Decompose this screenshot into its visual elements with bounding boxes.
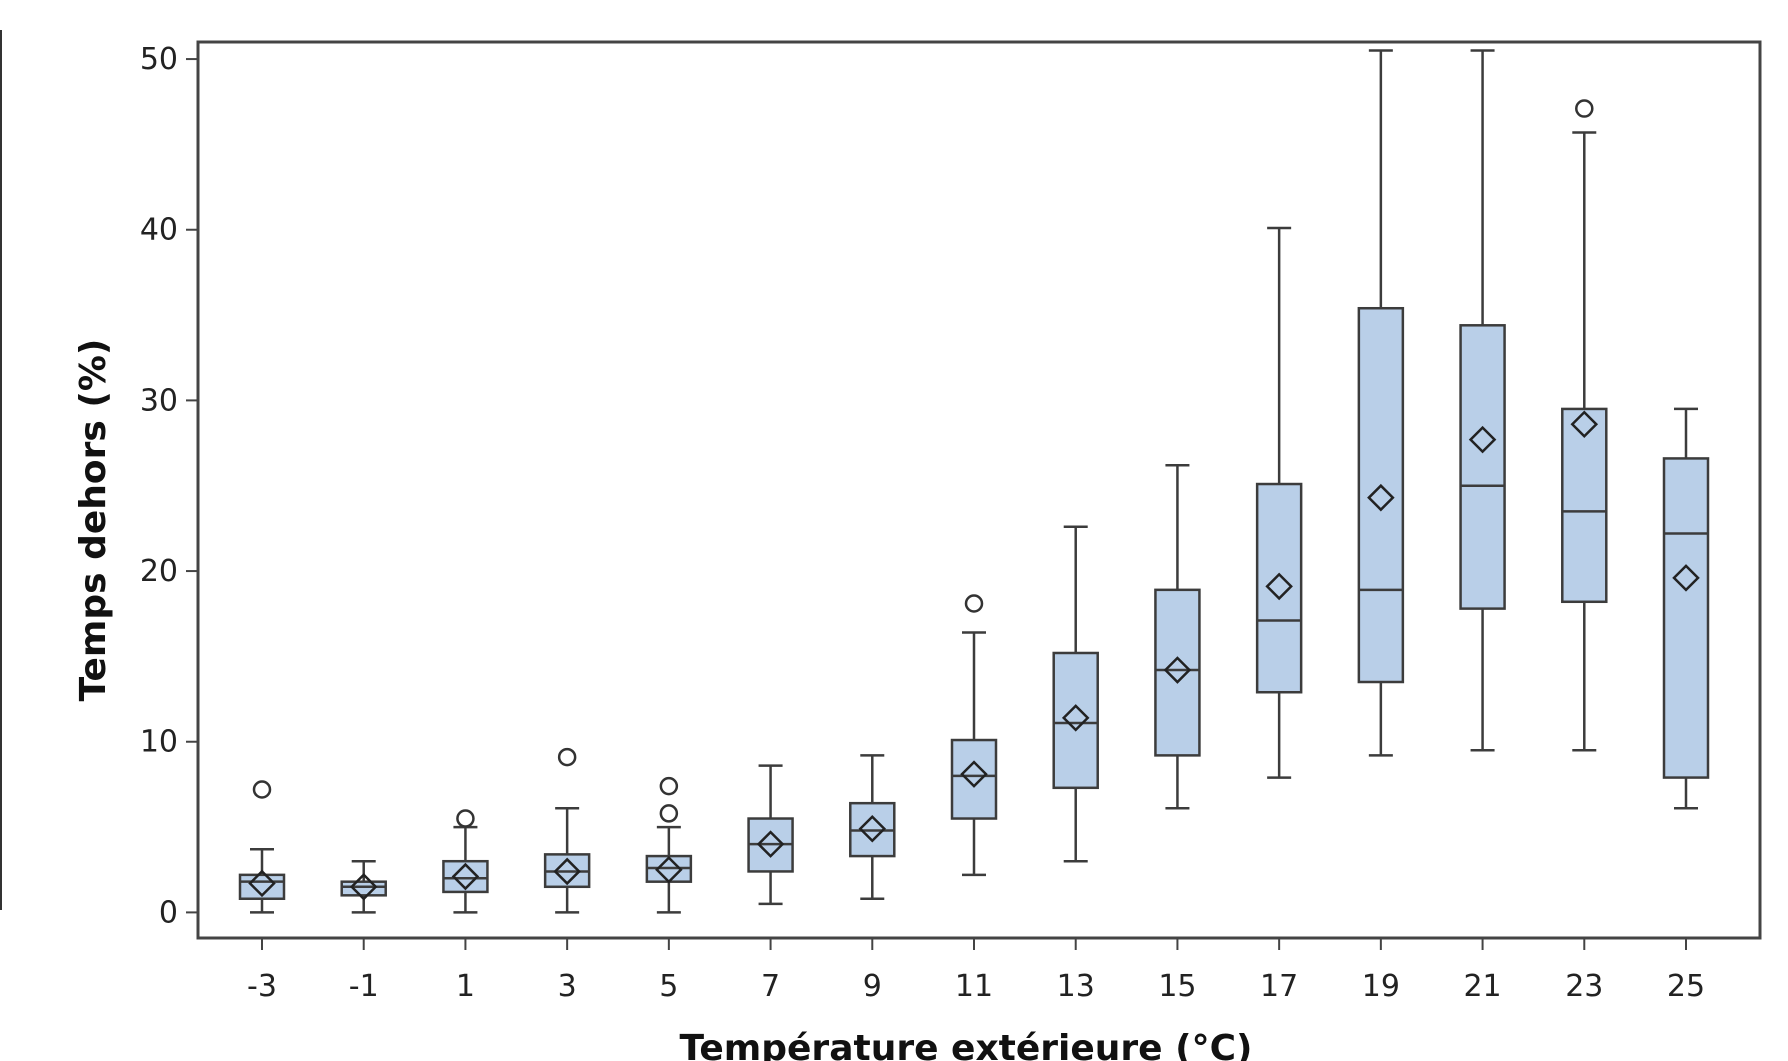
- mean-marker: [858, 815, 887, 843]
- box-7: [747, 764, 794, 906]
- x-axis: -3 -1 1 3 5 7 9 11 13 15 17 19 21 23 25: [247, 938, 1705, 1004]
- y-tick-label: 40: [140, 213, 178, 248]
- mean-marker: [1061, 704, 1090, 732]
- box-1: [442, 809, 489, 914]
- iqr-box: [1662, 457, 1710, 779]
- iqr-box: [1052, 651, 1099, 790]
- mean-marker: [1367, 483, 1395, 512]
- box-19: [1357, 49, 1405, 757]
- box-21: [1459, 49, 1506, 752]
- mean-marker: [1570, 410, 1599, 439]
- plot-frame: [196, 40, 1762, 940]
- y-tick-label: 10: [140, 725, 178, 760]
- outlier-point: [456, 809, 475, 828]
- x-tick-label: 7: [761, 969, 780, 1004]
- mean-marker: [1672, 564, 1700, 592]
- box--1: [340, 859, 387, 914]
- mean-marker: [248, 869, 276, 898]
- y-tick-label: 20: [140, 554, 178, 589]
- x-tick-label: 21: [1463, 969, 1501, 1004]
- box-9: [849, 754, 896, 900]
- x-tick-label: 3: [558, 969, 577, 1004]
- box-3: [543, 747, 591, 914]
- iqr-box: [1561, 407, 1608, 604]
- x-tick-label: 17: [1260, 969, 1298, 1004]
- x-tick-label: 1: [456, 969, 475, 1004]
- y-tick-label: 30: [140, 383, 178, 418]
- x-tick-label: -3: [247, 969, 277, 1004]
- mean-marker: [349, 873, 378, 901]
- box-5: [645, 776, 693, 914]
- outlier-point: [659, 804, 679, 823]
- iqr-box: [1459, 324, 1506, 610]
- outlier-point: [964, 594, 984, 613]
- mean-marker: [1468, 425, 1497, 454]
- y-axis: 0 10 20 30 40 50: [140, 42, 198, 930]
- x-tick-label: 5: [659, 969, 678, 1004]
- box-15: [1154, 464, 1201, 810]
- x-tick-label: 13: [1057, 969, 1095, 1004]
- iqr-box: [1357, 306, 1405, 684]
- mean-marker: [960, 760, 988, 788]
- iqr-box: [1154, 588, 1201, 757]
- iqr-box: [950, 738, 998, 820]
- mean-marker: [553, 857, 581, 886]
- iqr-box: [1255, 482, 1303, 694]
- x-tick-label: 11: [955, 969, 993, 1004]
- outlier-point: [659, 776, 679, 796]
- box-17: [1255, 226, 1303, 779]
- iqr-box: [340, 880, 387, 897]
- outlier-point: [252, 780, 272, 799]
- box-23: [1561, 99, 1608, 752]
- x-tick-label: 19: [1362, 969, 1400, 1004]
- outlier-point: [557, 747, 577, 767]
- box-25: [1662, 407, 1710, 810]
- x-tick-label: -1: [349, 969, 379, 1004]
- mean-marker: [756, 830, 785, 858]
- y-tick-label: 50: [140, 42, 178, 77]
- mean-marker: [1163, 656, 1192, 684]
- mean-marker: [451, 862, 480, 891]
- x-tick-label: 15: [1158, 969, 1196, 1004]
- y-axis-title: Temps dehors (%): [73, 339, 114, 702]
- box-11: [950, 594, 998, 877]
- left-panel-border: [0, 30, 2, 910]
- x-tick-label: 23: [1565, 969, 1603, 1004]
- box--3: [238, 780, 286, 914]
- x-axis-title: Température extérieure (°C): [680, 1028, 1253, 1061]
- mean-marker: [1265, 572, 1293, 601]
- mean-marker: [655, 855, 683, 884]
- box-13: [1052, 525, 1099, 863]
- x-tick-label: 9: [863, 969, 882, 1004]
- x-tick-label: 25: [1667, 969, 1705, 1004]
- box-series: [238, 49, 1710, 914]
- outlier-point: [1575, 99, 1594, 118]
- y-tick-label: 0: [159, 895, 178, 930]
